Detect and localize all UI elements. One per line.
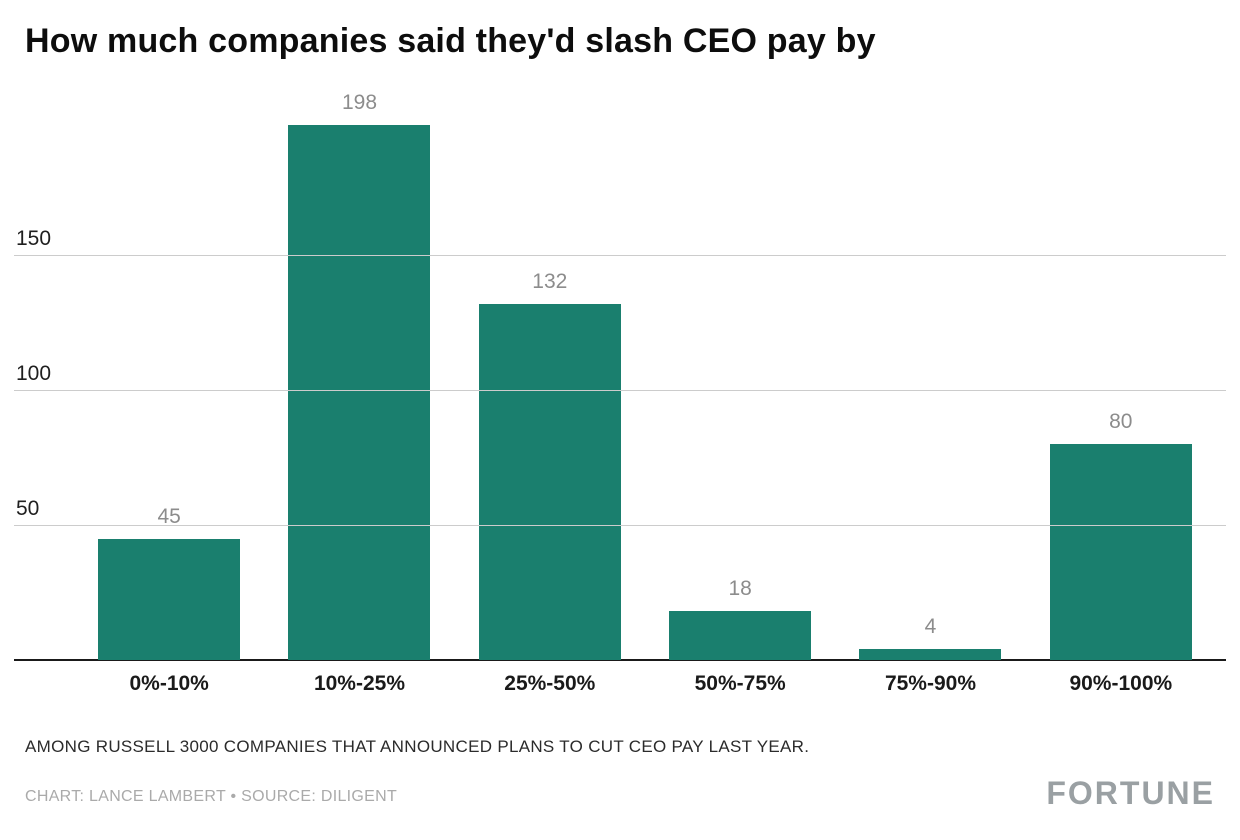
- x-axis-label-0%-10%: 0%-10%: [129, 672, 209, 695]
- x-axis-label-90%-100%: 90%-100%: [1069, 672, 1173, 695]
- bar-chart-plot-area: 45 198 132 18 4 80 50 100 150: [14, 91, 1226, 661]
- bar-25%-50%: [478, 303, 621, 660]
- bar-slot-75%-90%: 4: [835, 120, 1025, 660]
- bar-10%-25%: [288, 125, 431, 660]
- gridline-150: [14, 255, 1226, 256]
- x-axis-labels: 0%-10% 10%-25% 25%-50% 50%-75% 75%-90% 90%-10…: [74, 672, 1216, 696]
- x-axis-label-50%-75%: 50%-75%: [694, 672, 786, 695]
- chart-title: How much companies said they'd slash CEO…: [25, 22, 876, 60]
- y-tick-label-150: 150: [16, 227, 52, 250]
- bar-slot-50%-75%: 18: [645, 120, 835, 660]
- bar-90%-100%: [1049, 444, 1192, 660]
- chart-footnote: AMONG RUSSELL 3000 COMPANIES THAT ANNOUN…: [25, 737, 810, 756]
- bar-75%-90%: [859, 649, 1002, 660]
- bar-slot-10%-25%: 198: [264, 91, 454, 660]
- bar-value-label: 45: [157, 504, 181, 528]
- x-axis-baseline: [14, 659, 1226, 661]
- x-axis-label-25%-50%: 25%-50%: [504, 672, 596, 695]
- bar-value-label: 4: [924, 615, 937, 639]
- y-tick-label-100: 100: [16, 362, 52, 385]
- x-axis-label-75%-90%: 75%-90%: [884, 672, 976, 695]
- bar-value-label: 198: [341, 91, 378, 115]
- gridline-50: [14, 525, 1226, 526]
- bar-value-label: 132: [532, 269, 568, 293]
- bar-slot-0%-10%: 45: [74, 120, 264, 660]
- fortune-logo: FORTUNE: [1046, 775, 1215, 811]
- bar-slot-25%-50%: 132: [455, 120, 645, 660]
- bar-slot-90%-100%: 80: [1026, 120, 1216, 660]
- bar-value-label: 80: [1109, 410, 1133, 433]
- bar-value-label: 18: [728, 577, 752, 601]
- y-tick-label-50: 50: [16, 497, 40, 520]
- bar-0%-10%: [98, 538, 241, 660]
- bar-50%-75%: [669, 611, 812, 660]
- gridline-100: [14, 390, 1226, 391]
- chart-credit: CHART: LANCE LAMBERT • SOURCE: DILIGENT: [25, 788, 398, 805]
- bars-container: 45 198 132 18 4 80: [74, 91, 1216, 660]
- x-axis-label-10%-25%: 10%-25%: [313, 672, 406, 695]
